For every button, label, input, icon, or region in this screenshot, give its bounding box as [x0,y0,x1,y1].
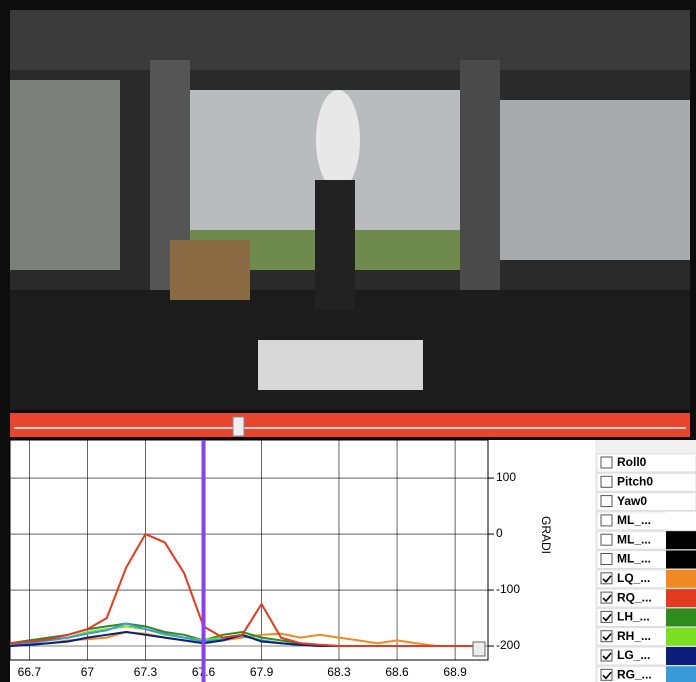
y-tick-label: -200 [496,638,520,652]
legend-label: Yaw0 [617,494,647,508]
y-tick-label: -100 [496,582,520,596]
video-frame [10,10,690,410]
legend-label: RQ_... [617,590,652,604]
legend-swatch [666,589,696,607]
legend-checkbox[interactable] [601,476,612,487]
legend-swatch [666,608,696,626]
scroll-button[interactable] [473,642,485,656]
legend-swatch [666,666,696,682]
legend-checkbox[interactable] [601,496,612,507]
legend-swatch [666,531,696,549]
timeline-slider[interactable] [10,413,690,437]
plot-frame [10,440,488,660]
app-window: GRADI 1000-100-20066.76767.367.667.968.3… [0,0,696,682]
x-tick-label: 68.3 [327,665,351,679]
legend-swatch [666,570,696,588]
x-tick-label: 67.3 [134,665,158,679]
legend-swatch [666,512,696,530]
legend-checkbox[interactable] [601,457,612,468]
y-axis-label: GRADI [539,516,553,554]
legend-label: LQ_... [617,571,650,585]
legend-label: ML_... [617,552,651,566]
legend-label: RG_... [617,667,652,681]
legend-swatch [666,628,696,646]
legend-label: ML_... [617,532,651,546]
legend-checkbox[interactable] [601,554,612,565]
x-tick-label: 66.7 [18,665,42,679]
x-tick-label: 68.9 [443,665,467,679]
legend-label: ML_... [617,513,651,527]
legend-checkbox[interactable] [601,534,612,545]
legend-checkbox[interactable] [601,515,612,526]
legend-label: LG_... [617,648,650,662]
legend-label: LH_... [617,610,650,624]
legend-label: RH_... [617,629,651,643]
legend-swatch [666,647,696,665]
legend-label: Roll0 [617,455,647,469]
legend-swatch [666,551,696,569]
y-tick-label: 100 [496,470,516,484]
y-tick-label: 0 [496,526,503,540]
x-tick-label: 67 [81,665,95,679]
x-tick-label: 68.6 [385,665,409,679]
legend-label: Pitch0 [617,474,653,488]
page: {"chart_data": {"type": "line", "x": [66… [0,0,696,682]
x-tick-label: 67.9 [250,665,274,679]
